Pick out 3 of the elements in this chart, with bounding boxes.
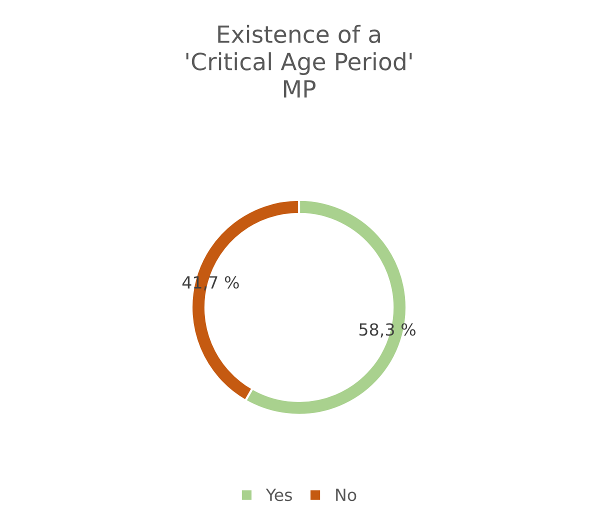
chart-title: Existence of a 'Critical Age Period' MP <box>186 24 412 98</box>
legend-label: No <box>336 488 356 502</box>
legend-label: Yes <box>266 488 292 502</box>
